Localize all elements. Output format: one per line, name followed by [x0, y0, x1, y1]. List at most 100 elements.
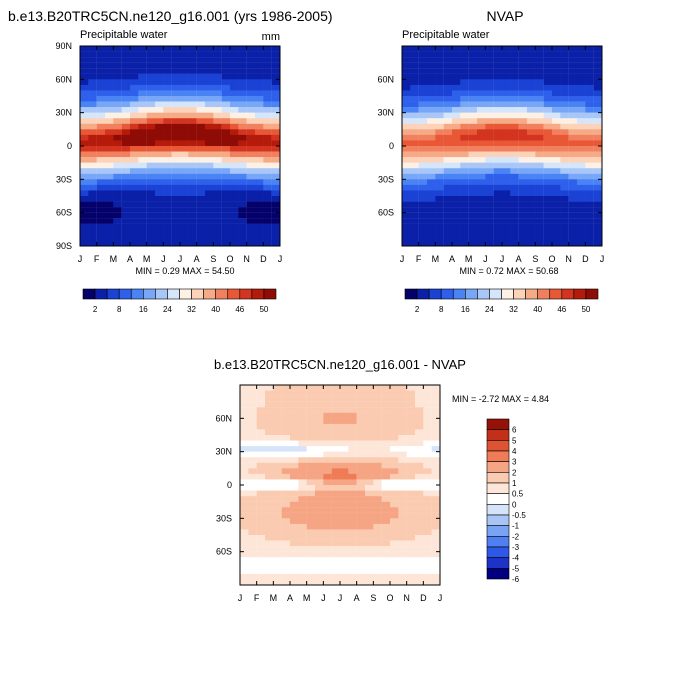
heatmap-cell	[271, 157, 281, 163]
heatmap-cell	[560, 101, 569, 108]
heatmap-cell	[331, 496, 341, 502]
heatmap-cell	[240, 496, 249, 502]
heatmap-cell	[163, 162, 172, 169]
heatmap-cell	[290, 435, 299, 441]
heatmap-cell	[477, 68, 486, 74]
heatmap-cell	[493, 179, 503, 186]
heatmap-cell	[415, 385, 424, 391]
heatmap-cell	[577, 123, 586, 130]
heatmap-cell	[348, 557, 357, 563]
heatmap-cell	[381, 579, 391, 586]
heatmap-cell	[146, 46, 156, 52]
heatmap-cell	[256, 529, 266, 536]
heatmap-cell	[155, 112, 164, 119]
heatmap-cell	[238, 51, 247, 58]
heatmap-cell	[80, 62, 89, 69]
heatmap-cell	[527, 90, 536, 97]
difference-panel-title: b.e13.B20TRC5CN.ne120_g16.001 - NVAP	[214, 357, 466, 372]
model-panel: b.e13.B20TRC5CN.ne120_g16.001 (yrs 1986-…	[8, 8, 333, 314]
heatmap-cell	[340, 440, 349, 447]
heatmap-cell	[593, 68, 603, 74]
heatmap-cell	[146, 234, 156, 241]
month-tick-label: N	[243, 254, 250, 264]
heatmap-cell	[527, 168, 536, 174]
heatmap-cell	[477, 201, 486, 208]
heatmap-cell	[415, 490, 424, 497]
heatmap-cell	[248, 407, 257, 413]
heatmap-cell	[356, 446, 366, 452]
heatmap-cell	[418, 179, 428, 186]
heatmap-cell	[435, 123, 444, 130]
heatmap-cell	[290, 462, 299, 469]
heatmap-cell	[180, 179, 189, 186]
heatmap-cell	[130, 96, 139, 102]
heatmap-cell	[255, 218, 264, 224]
heatmap-cell	[248, 507, 257, 513]
heatmap-cell	[460, 162, 469, 169]
heatmap-cell	[80, 112, 89, 119]
heatmap-cell	[348, 401, 357, 408]
heatmap-cell	[460, 46, 469, 52]
heatmap-cell	[238, 112, 247, 119]
heatmap-cell	[365, 435, 374, 441]
heatmap-cell	[340, 512, 349, 519]
heatmap-cell	[535, 190, 544, 197]
heatmap-cell	[552, 79, 561, 86]
heatmap-cell	[146, 223, 156, 230]
heatmap-cell	[560, 73, 569, 80]
heatmap-cell	[238, 146, 247, 152]
heatmap-cell	[340, 557, 349, 563]
heatmap-cell	[290, 523, 299, 530]
heatmap-cell	[121, 140, 131, 147]
heatmap-cell	[155, 68, 164, 74]
heatmap-cell	[230, 201, 239, 208]
heatmap-cell	[427, 184, 436, 191]
heatmap-cell	[88, 184, 97, 191]
heatmap-cell	[365, 429, 374, 436]
heatmap-cell	[213, 129, 222, 136]
heatmap-cell	[221, 157, 231, 163]
heatmap-cell	[381, 435, 391, 441]
heatmap-cell	[585, 173, 594, 180]
heatmap-cell	[281, 457, 291, 463]
heatmap-cell	[527, 107, 536, 113]
heatmap-cell	[510, 218, 519, 224]
heatmap-cell	[493, 57, 503, 63]
heatmap-cell	[105, 68, 114, 74]
heatmap-cell	[230, 51, 239, 58]
heatmap-cell	[121, 123, 131, 130]
heatmap-cell	[246, 118, 256, 124]
heatmap-cell	[390, 401, 399, 408]
heatmap-cell	[205, 168, 214, 174]
heatmap-cell	[493, 223, 503, 230]
heatmap-cell	[452, 123, 461, 130]
heatmap-cell	[221, 234, 231, 241]
heatmap-cell	[188, 46, 197, 52]
heatmap-cell	[230, 79, 239, 86]
heatmap-cell	[121, 207, 131, 213]
heatmap-cell	[485, 79, 494, 86]
heatmap-cell	[410, 207, 419, 213]
heatmap-cell	[105, 207, 114, 213]
heatmap-cell	[273, 429, 282, 436]
heatmap-cell	[560, 62, 569, 69]
heatmap-cell	[290, 468, 299, 475]
heatmap-cell	[188, 179, 197, 186]
heatmap-cell	[460, 90, 469, 97]
heatmap-cell	[577, 57, 586, 63]
heatmap-cell	[155, 107, 164, 113]
heatmap-cell	[431, 557, 441, 563]
obs-minmax-label: MIN = 0.72 MAX = 50.68	[459, 266, 558, 276]
heatmap-cell	[427, 79, 436, 86]
heatmap-cell	[273, 446, 282, 452]
heatmap-cell	[213, 57, 222, 63]
heatmap-cell	[577, 173, 586, 180]
heatmap-cell	[477, 118, 486, 124]
heatmap-cell	[348, 579, 357, 586]
heatmap-cell	[213, 179, 222, 186]
heatmap-cell	[205, 184, 214, 191]
heatmap-cell	[290, 518, 299, 525]
heatmap-cell	[356, 551, 366, 558]
heatmap-cell	[130, 168, 139, 174]
heatmap-cell	[271, 51, 281, 58]
